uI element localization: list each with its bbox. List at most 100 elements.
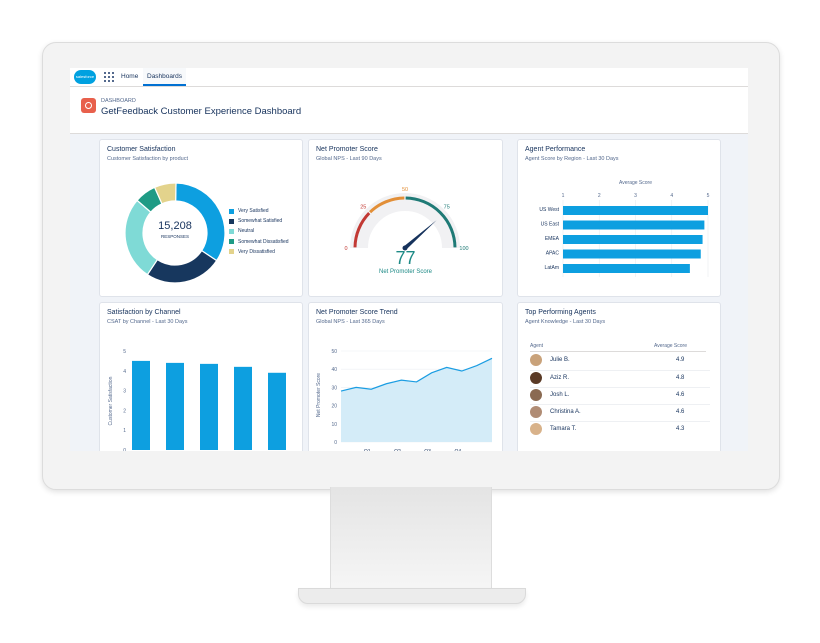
gauge-tick-label: 50 — [402, 187, 408, 193]
legend-item: Very Satisfied — [229, 208, 289, 214]
card-top-performing-agents[interactable]: Top Performing Agents Agent Knowledge - … — [517, 302, 721, 451]
agent-score: 4.6 — [676, 409, 685, 415]
agent-score: 4.9 — [676, 357, 685, 363]
legend-item: Somewhat Dissatisfied — [229, 239, 289, 245]
avatar — [530, 372, 542, 384]
monitor-stand — [330, 487, 492, 591]
agent-name: Tamara T. — [550, 426, 577, 432]
monitor-base — [298, 588, 526, 604]
x-tick-label: Q2 — [394, 449, 401, 451]
agent-name: Aziz R. — [550, 375, 570, 381]
table-row[interactable]: Christina A. 4.6 — [530, 404, 710, 421]
card-net-promoter-score[interactable]: Net Promoter Score Global NPS - Last 90 … — [308, 139, 503, 297]
nps-value-label: Net Promoter Score — [378, 269, 433, 275]
x-tick-label: 3 — [634, 193, 637, 199]
x-axis-label: Average Score — [619, 180, 652, 186]
agent-name: Julie B. — [550, 357, 570, 363]
bar — [563, 220, 705, 230]
gauge-tick-label: 75 — [444, 204, 450, 210]
card-subtitle: Agent Knowledge - Last 30 Days — [525, 319, 606, 325]
gauge-segment — [405, 196, 457, 248]
card-nps-trend[interactable]: Net Promoter Score Trend Global NPS - La… — [308, 302, 503, 451]
agent-name: Christina A. — [550, 409, 581, 415]
y-tick-label: 20 — [331, 404, 337, 410]
tab-dashboards[interactable]: Dashboards — [143, 68, 187, 86]
tab-home[interactable]: Home — [121, 73, 139, 80]
legend-item: Very Dissatisfied — [229, 249, 289, 255]
series-line — [340, 357, 493, 392]
salesforce-logo-icon[interactable]: salesforce — [74, 70, 96, 84]
y-tick-label: 10 — [331, 422, 337, 428]
legend-item: Neutral — [229, 228, 289, 234]
legend-label: Very Dissatisfied — [238, 248, 275, 255]
x-tick-label: Q4 — [454, 449, 461, 451]
x-tick-label: Q3 — [424, 449, 431, 451]
logo-text: salesforce — [75, 74, 95, 79]
card-title: Net Promoter Score Trend — [316, 309, 398, 316]
column-header-agent: Agent — [530, 343, 544, 349]
donut-chart — [124, 182, 226, 284]
card-satisfaction-by-channel[interactable]: Satisfaction by Channel CSAT by Channel … — [99, 302, 303, 451]
screen: salesforce Home Dashboards DASHBOARD Get… — [70, 68, 748, 451]
gauge-tick-label: 100 — [459, 246, 468, 252]
app-launcher-icon[interactable] — [104, 72, 114, 82]
page-header: DASHBOARD GetFeedback Customer Experienc… — [70, 87, 748, 134]
table-row[interactable]: Julie B. 4.9 — [530, 353, 710, 369]
agent-score: 4.3 — [676, 426, 685, 432]
y-tick-label: 2 — [123, 408, 126, 414]
donut-total: 15,208 — [158, 220, 192, 232]
card-agent-performance[interactable]: Agent Performance Agent Score by Region … — [517, 139, 721, 297]
gauge-segment — [353, 212, 371, 248]
y-tick-label: 5 — [123, 349, 126, 355]
donut-total-label: RESPONSES — [160, 234, 189, 239]
y-axis-label: Customer Satisfaction — [108, 376, 114, 425]
area-fill — [341, 358, 492, 442]
y-tick-label: US East — [541, 222, 560, 228]
y-tick-label: US West — [539, 207, 559, 213]
y-tick-label: 0 — [123, 448, 126, 451]
legend-label: Very Satisfied — [238, 208, 269, 214]
card-title: Agent Performance — [525, 146, 586, 153]
y-tick-label: 3 — [123, 389, 126, 395]
gauge-tick-label: 0 — [344, 246, 347, 252]
y-tick-label: 1 — [123, 428, 126, 434]
donut-legend: Very Satisfied Somewhat Satisfied Neutra… — [229, 208, 289, 259]
card-title: Top Performing Agents — [525, 309, 596, 316]
card-customer-satisfaction[interactable]: Customer Satisfaction Customer Satisfact… — [99, 139, 303, 297]
table-row[interactable]: Tamara T. 4.3 — [530, 421, 710, 438]
card-subtitle: CSAT by Channel - Last 30 Days — [107, 319, 188, 325]
y-tick-label: 50 — [331, 349, 337, 355]
table-row[interactable]: Aziz R. 4.8 — [530, 370, 710, 387]
nps-value: 77 — [395, 248, 416, 268]
donut-slice — [146, 249, 218, 284]
bar — [132, 360, 150, 450]
dashboard-icon — [81, 98, 96, 113]
gauge-chart: 0 25 50 75 100 — [344, 187, 468, 252]
gauge-needle-hub — [402, 245, 408, 251]
table-row[interactable]: Josh L. 4.6 — [530, 387, 710, 404]
x-tick-label: 4 — [670, 193, 673, 199]
bar — [200, 363, 218, 450]
y-axis-label: Net Promoter Score — [316, 373, 322, 417]
avatar — [530, 354, 542, 366]
card-title: Net Promoter Score — [316, 146, 378, 153]
y-tick-label: 4 — [123, 369, 126, 375]
bar — [234, 366, 252, 450]
nps-trend-chart: Net Promoter Score 0 10 20 30 40 50 Q1 Q2 Q3 Q4 — [316, 349, 493, 451]
gauge-tick-label: 25 — [360, 204, 366, 210]
y-tick-label: 30 — [331, 385, 337, 391]
card-subtitle: Customer Satisfaction by product — [107, 156, 189, 162]
legend-label: Neutral — [238, 228, 255, 235]
x-tick-label: 2 — [598, 193, 601, 199]
x-tick-label: 1 — [562, 193, 565, 199]
agent-score: 4.8 — [676, 375, 685, 381]
card-subtitle: Agent Score by Region - Last 30 Days — [525, 156, 619, 162]
column-header-score: Average Score — [654, 343, 687, 349]
avatar — [530, 406, 542, 418]
y-tick-label: 40 — [331, 367, 337, 373]
bar — [166, 362, 184, 450]
x-tick-label: 5 — [707, 193, 710, 199]
top-nav: salesforce Home Dashboards — [70, 68, 748, 87]
donut-slice — [153, 182, 177, 205]
page-title: GetFeedback Customer Experience Dashboar… — [101, 106, 302, 117]
